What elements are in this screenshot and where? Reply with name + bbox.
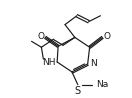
Text: NH: NH (42, 58, 55, 67)
Text: N: N (90, 59, 96, 69)
Text: O: O (103, 32, 110, 41)
Text: Na: Na (96, 80, 109, 89)
Text: S: S (75, 86, 81, 96)
Text: O: O (37, 32, 44, 41)
